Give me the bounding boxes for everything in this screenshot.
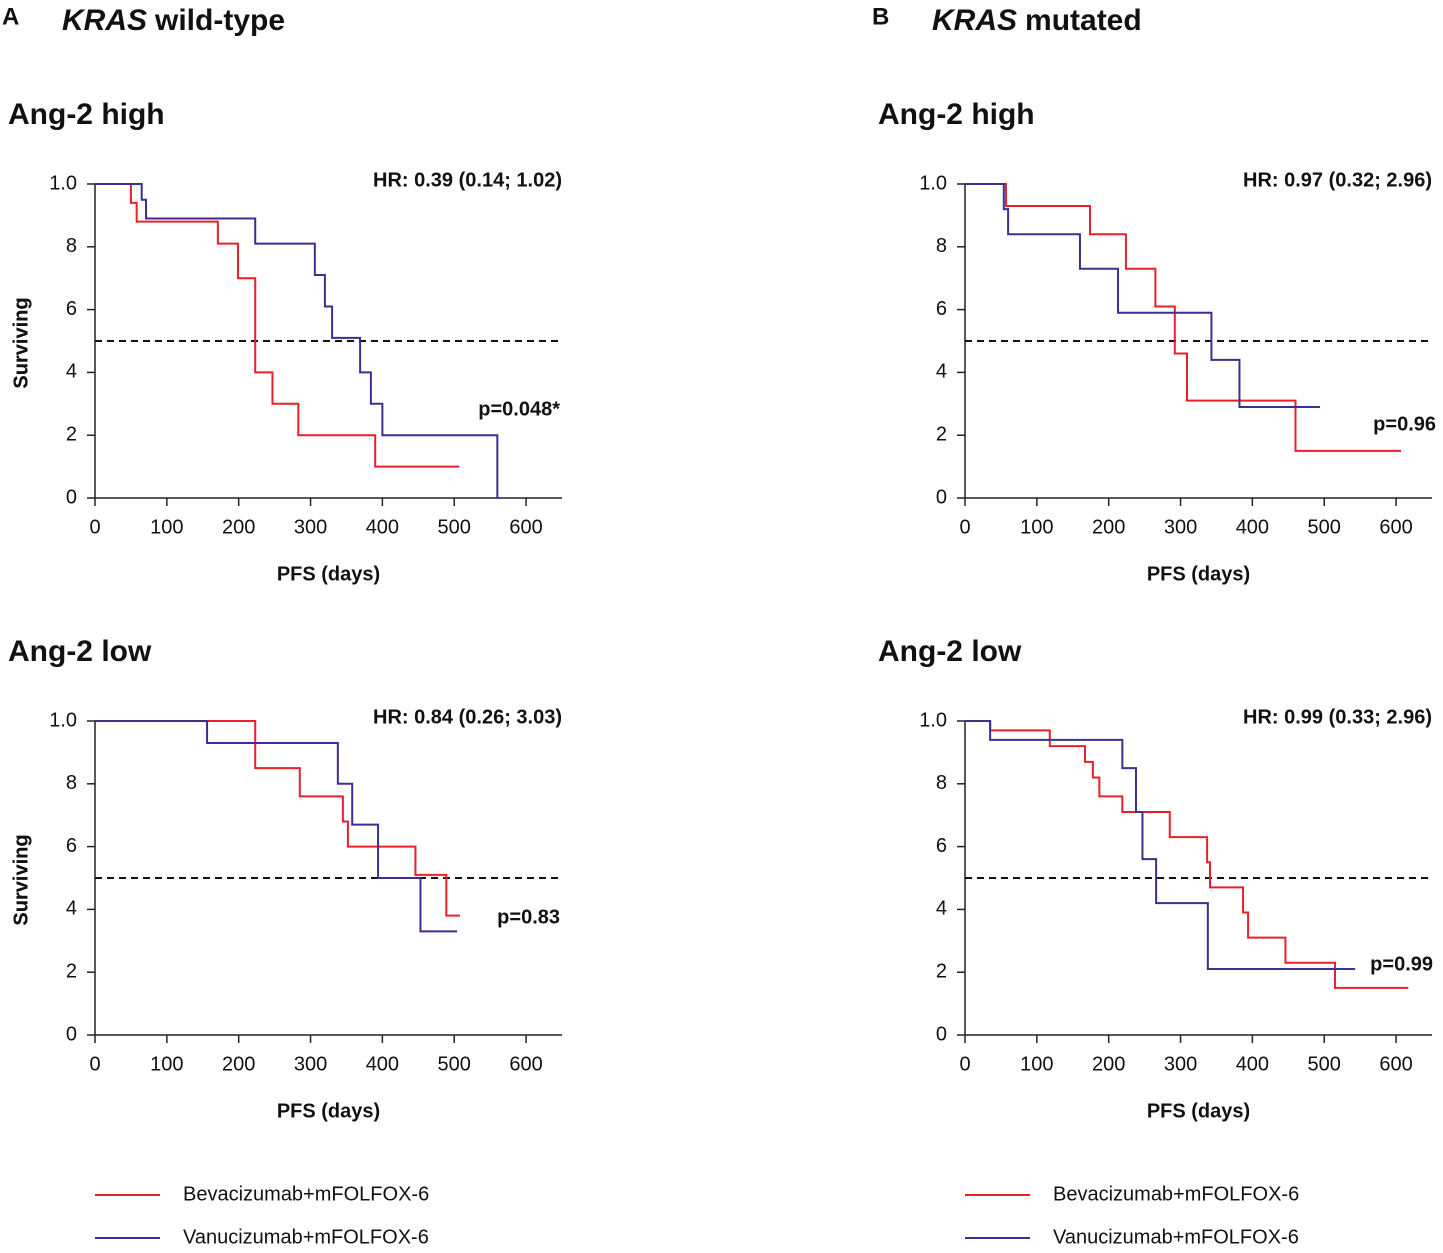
panel-letter: B xyxy=(872,3,889,30)
legend-label: Vanucizumab+mFOLFOX-6 xyxy=(1053,1226,1299,1248)
x-tick-label: 400 xyxy=(1236,1053,1269,1075)
y-tick-label: 2 xyxy=(936,960,947,982)
panel-heading: KRAS mutated xyxy=(932,4,1142,37)
survival-curve xyxy=(965,183,1402,452)
x-tick-label: 400 xyxy=(366,516,399,538)
legend-label: Vanucizumab+mFOLFOX-6 xyxy=(183,1226,429,1248)
x-tick-label: 200 xyxy=(1092,516,1125,538)
x-tick-label: 0 xyxy=(89,1053,100,1075)
y-tick-label: 8 xyxy=(66,772,77,794)
y-tick-label: 6 xyxy=(936,835,947,857)
x-tick-label: 600 xyxy=(1379,1053,1412,1075)
status: wild-type xyxy=(154,4,285,37)
x-tick-label: 200 xyxy=(222,1053,255,1075)
x-tick-label: 0 xyxy=(959,1053,970,1075)
x-axis-label: PFS (days) xyxy=(277,563,380,585)
x-tick-label: 500 xyxy=(438,1053,471,1075)
y-tick-label: 1.0 xyxy=(919,172,947,194)
hr-annotation: HR: 0.99 (0.33; 2.96) xyxy=(1243,706,1432,728)
y-tick-label: 4 xyxy=(936,361,947,383)
x-tick-label: 600 xyxy=(509,1053,542,1075)
y-axis-label: Surviving xyxy=(10,834,32,925)
survival-curve xyxy=(95,720,460,917)
survival-curve xyxy=(95,720,458,933)
x-tick-label: 300 xyxy=(294,516,327,538)
y-tick-label: 1.0 xyxy=(49,709,77,731)
chart-title: Ang-2 high xyxy=(8,98,165,131)
gene: KRAS xyxy=(62,4,147,37)
y-tick-label: 8 xyxy=(936,772,947,794)
x-tick-label: 300 xyxy=(1164,516,1197,538)
x-axis-label: PFS (days) xyxy=(277,1100,380,1122)
x-tick-label: 600 xyxy=(509,516,542,538)
survival-curve xyxy=(965,720,1409,989)
x-axis-label: PFS (days) xyxy=(1147,1100,1250,1122)
gene: KRAS xyxy=(932,4,1017,37)
x-tick-label: 100 xyxy=(1020,1053,1053,1075)
x-tick-label: 100 xyxy=(1020,516,1053,538)
x-tick-label: 400 xyxy=(366,1053,399,1075)
y-tick-label: 6 xyxy=(66,298,77,320)
survival-curve xyxy=(965,720,1356,971)
survival-curve xyxy=(95,183,499,498)
hr-annotation: HR: 0.39 (0.14; 1.02) xyxy=(373,169,562,191)
survival-curve xyxy=(965,183,1320,408)
y-tick-label: 6 xyxy=(66,835,77,857)
x-tick-label: 500 xyxy=(1308,1053,1341,1075)
y-tick-label: 2 xyxy=(936,423,947,445)
y-tick-label: 4 xyxy=(66,898,77,920)
hr-annotation: HR: 0.97 (0.32; 2.96) xyxy=(1243,169,1432,191)
y-axis-label: Surviving xyxy=(10,297,32,388)
hr-annotation: HR: 0.84 (0.26; 3.03) xyxy=(373,706,562,728)
chart-title: Ang-2 low xyxy=(878,635,1022,668)
y-axis-label: Surviving xyxy=(10,834,32,925)
p-annotation: p=0.96 xyxy=(1373,413,1436,435)
y-tick-label: 0 xyxy=(936,1023,947,1045)
p-annotation: p=0.99 xyxy=(1370,953,1433,975)
legend-label: Bevacizumab+mFOLFOX-6 xyxy=(183,1183,429,1205)
y-tick-label: 4 xyxy=(936,898,947,920)
panel-heading: KRAS wild-type xyxy=(62,4,285,37)
x-axis-label: PFS (days) xyxy=(1147,563,1250,585)
chart-title: Ang-2 high xyxy=(878,98,1035,131)
y-tick-label: 0 xyxy=(66,1023,77,1045)
x-tick-label: 400 xyxy=(1236,516,1269,538)
y-tick-label: 1.0 xyxy=(919,709,947,731)
x-tick-label: 600 xyxy=(1379,516,1412,538)
y-tick-label: 8 xyxy=(936,235,947,257)
survival-curve xyxy=(95,183,460,468)
x-tick-label: 0 xyxy=(89,516,100,538)
p-annotation: p=0.83 xyxy=(497,906,560,928)
x-tick-label: 200 xyxy=(1092,1053,1125,1075)
panel-letter: A xyxy=(2,3,19,30)
y-tick-label: 2 xyxy=(66,423,77,445)
x-tick-label: 100 xyxy=(150,516,183,538)
x-tick-label: 300 xyxy=(1164,1053,1197,1075)
x-tick-label: 200 xyxy=(222,516,255,538)
legend-label: Bevacizumab+mFOLFOX-6 xyxy=(1053,1183,1299,1205)
y-tick-label: 0 xyxy=(66,486,77,508)
x-tick-label: 500 xyxy=(438,516,471,538)
chart-title: Ang-2 low xyxy=(8,635,152,668)
y-tick-label: 0 xyxy=(936,486,947,508)
y-tick-label: 6 xyxy=(936,298,947,320)
y-axis-label: Surviving xyxy=(10,297,32,388)
p-annotation: p=0.048* xyxy=(478,398,560,420)
status: mutated xyxy=(1025,4,1142,37)
y-tick-label: 4 xyxy=(66,361,77,383)
y-tick-label: 1.0 xyxy=(49,172,77,194)
x-tick-label: 500 xyxy=(1308,516,1341,538)
x-tick-label: 300 xyxy=(294,1053,327,1075)
x-tick-label: 0 xyxy=(959,516,970,538)
y-tick-label: 2 xyxy=(66,960,77,982)
y-tick-label: 8 xyxy=(66,235,77,257)
x-tick-label: 100 xyxy=(150,1053,183,1075)
